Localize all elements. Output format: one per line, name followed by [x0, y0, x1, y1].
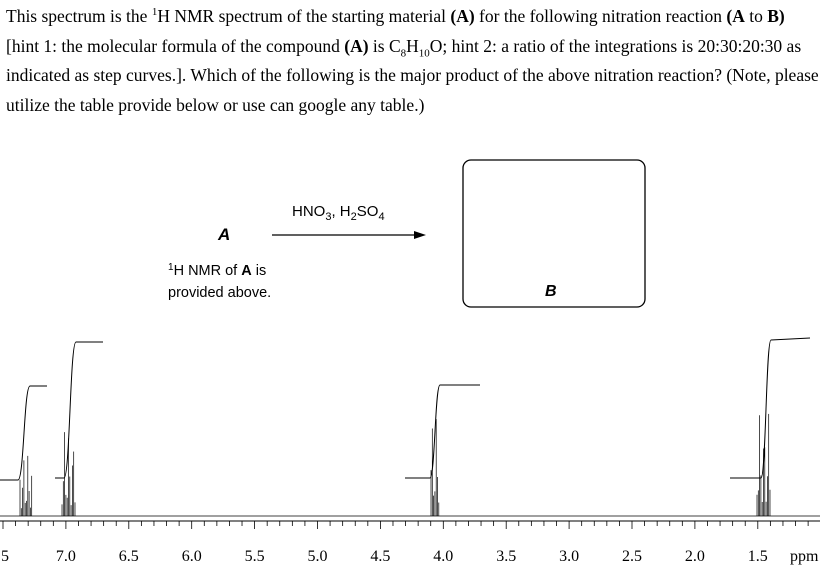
- text: A: [241, 263, 252, 279]
- axis-label: 3.5: [496, 548, 516, 565]
- text: 4: [378, 211, 384, 223]
- product-box: [462, 159, 646, 308]
- text: for the following nitration reaction: [474, 6, 727, 26]
- axis-label: 6.5: [119, 548, 139, 565]
- axis-label: 4.0: [433, 548, 453, 565]
- axis-label: 4.5: [370, 548, 390, 565]
- spectrum: .5 7.0 6.5 6.0 5.5 5.0 4.5 4.0 3.5 3.0 2.5 2.0 1.5 pp…: [0, 337, 820, 565]
- text: (A: [726, 6, 745, 26]
- axis-label: 3.0: [559, 548, 579, 565]
- text: This spectrum is the: [6, 6, 152, 26]
- axis-label: 5.5: [245, 548, 265, 565]
- reagents: HNO3, H2SO4: [292, 203, 385, 223]
- note: provided above.: [168, 285, 271, 301]
- text: (A): [344, 35, 369, 56]
- axis-label: 7.0: [56, 548, 76, 565]
- text: 10: [418, 47, 430, 59]
- text: , H: [331, 203, 350, 220]
- axis-label: .5: [0, 548, 9, 565]
- text: [hint 1: the molecular formula of the co…: [6, 35, 345, 56]
- text: 1: [168, 262, 174, 273]
- integral-curve: [730, 337, 811, 479]
- axis-label: 5.0: [308, 548, 328, 565]
- arrow-head: [414, 231, 426, 239]
- text: H NMR spectrum of the starting material: [157, 6, 451, 26]
- text: 2: [351, 211, 357, 223]
- integral-curve: [55, 341, 103, 479]
- axis-label: 1.5: [748, 548, 768, 565]
- text: is: [252, 263, 267, 279]
- reactant: A: [217, 225, 230, 244]
- note: 1H NMR of A is: [168, 262, 266, 279]
- text: 3: [325, 211, 331, 223]
- axis-label: 2.0: [685, 548, 705, 565]
- text: O; hint 2: a ratio of the integrations i…: [6, 35, 819, 115]
- text: to: [744, 6, 768, 26]
- text: 8: [400, 47, 407, 59]
- axis-unit: ppm: [790, 548, 819, 565]
- product: B: [545, 283, 557, 300]
- text: is C: [368, 35, 401, 56]
- text: (A): [450, 6, 475, 26]
- integral-curve: [0, 385, 47, 481]
- text: 1: [151, 6, 158, 19]
- question: This spectrum is the 1H NMR spectrum of …: [6, 2, 821, 120]
- axis-label: 2.5: [622, 548, 642, 565]
- text: H: [406, 35, 419, 56]
- text: HNO: [292, 203, 325, 220]
- integral-curve: [405, 384, 480, 479]
- text: B): [767, 6, 785, 26]
- axis-label: 6.0: [182, 548, 202, 565]
- text: SO: [357, 203, 379, 220]
- scheme: A HNO3, H2SO4 1H NMR of A is provided ab…: [168, 159, 646, 308]
- text: H NMR of: [174, 263, 242, 279]
